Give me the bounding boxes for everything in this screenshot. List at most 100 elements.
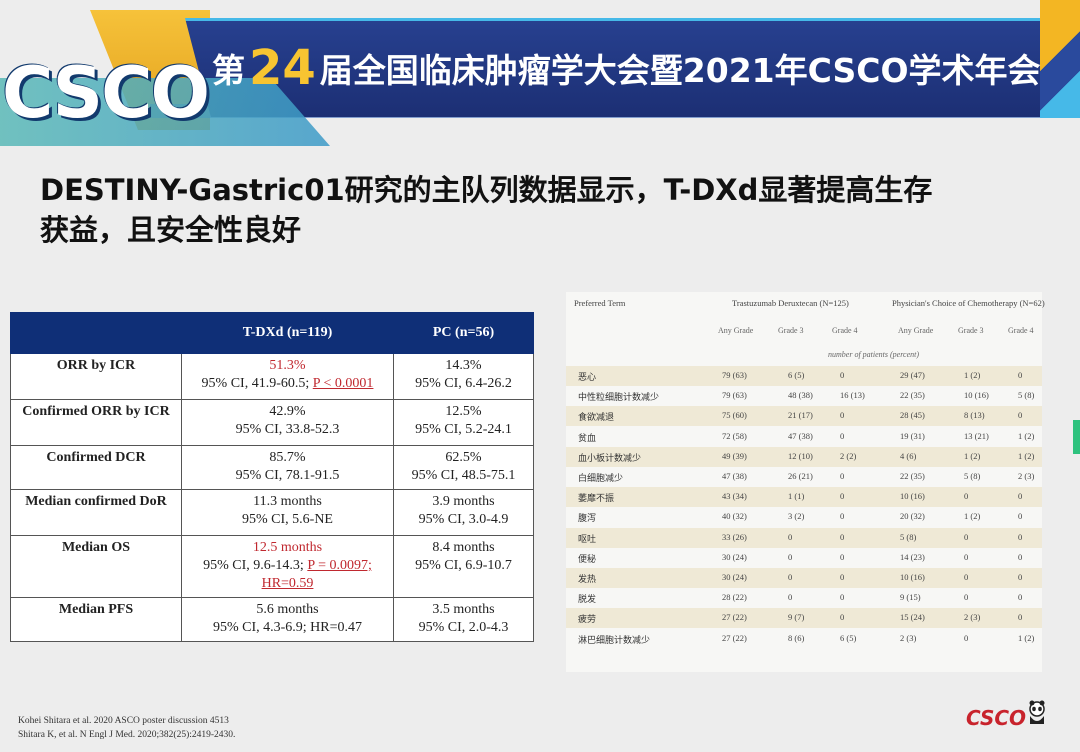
ae-unit-note: number of patients (percent) [828,350,920,359]
ae-subheader: Any Grade [718,326,754,335]
ae-value: 1 (2) [1018,632,1035,643]
ae-value: 26 (21) [788,471,813,481]
row-label: Confirmed ORR by ICR [10,399,182,446]
tdxd-value: 51.3% [269,358,306,373]
row-label: Median OS [10,535,182,598]
ae-value: 0 [840,531,845,542]
reference-2: Shitara K, et al. N Engl J Med. 2020;382… [18,730,236,740]
table-row: Confirmed DCR 85.7% 95% CI, 78.1-91.5 62… [10,445,534,490]
ae-value: 0 [964,531,969,542]
ae-term: 疲劳 [578,615,597,626]
ae-table-row: 脱发 28 (22) 0 0 9 (15) 0 0 [566,588,1042,608]
heading-line-1: DESTINY-Gastric01研究的主队列数据显示，T-DXd显著提高生存 [40,173,933,207]
ae-group1-header: Trastuzumab Deruxtecan (N=125) [732,298,849,308]
csco-logo-large: CSCO [2,52,210,134]
p-value: P = 0.0097; [307,558,372,573]
table-row: ORR by ICR 51.3% 95% CI, 41.9-60.5; P < … [10,353,534,400]
ae-value: 0 [840,410,845,421]
ae-value: 0 [964,491,969,502]
ae-subheader: Grade 3 [778,326,804,335]
ae-term: 便秘 [578,554,597,565]
ae-value: 10 (16) [900,572,925,582]
ae-value: 15 (24) [900,612,925,623]
tdxd-value: 12.5 months [252,540,323,555]
ae-value: 49 (39) [722,450,747,461]
pc-cell: 62.5% 95% CI, 48.5-75.1 [393,445,534,490]
tdxd-ci: 95% CI, 4.3-6.9; HR=0.47 [212,620,363,635]
ae-term: 食欲减退 [578,413,615,424]
ae-value: 3 (2) [788,511,805,522]
pc-value: 14.3% [445,358,482,373]
pc-cell: 14.3% 95% CI, 6.4-26.2 [393,353,534,400]
table-row: Median OS 12.5 months 95% CI, 9.6-14.3; … [10,535,534,598]
ae-value: 0 [840,471,845,481]
ae-preferred-term-header: Preferred Term [574,298,626,308]
csco-logo-small: CSCO [966,706,1027,730]
side-marker [1073,420,1080,454]
ae-value: 47 (38) [788,430,813,441]
pc-value: 3.9 months [432,494,495,509]
ae-value: 72 (58) [722,430,747,441]
ae-value: 0 [1018,410,1023,421]
banner-teal-shape [0,78,330,146]
table-row: Median PFS 5.6 months 95% CI, 4.3-6.9; H… [10,597,534,642]
ae-value: 0 [1018,370,1023,380]
pc-ci: 95% CI, 48.5-75.1 [411,468,516,483]
ae-value: 16 (13) [840,390,865,401]
ae-value: 48 (38) [788,390,813,401]
ae-table-row: 淋巴细胞计数减少 27 (22) 8 (6) 6 (5) 2 (3) 0 1 (2) [566,629,1042,649]
ae-term: 血小板计数减少 [578,453,642,464]
ae-value: 0 [964,632,969,643]
ae-value: 0 [788,572,793,582]
ae-table-row: 食欲减退 75 (60) 21 (17) 0 28 (45) 8 (13) 0 [566,406,1042,427]
adverse-events-table: Preferred Term Trastuzumab Deruxtecan (N… [566,292,1045,672]
ae-value: 2 (3) [1018,471,1035,481]
ae-value: 0 [1018,592,1023,603]
ae-value: 0 [1018,551,1023,562]
header-pc: PC (n=56) [393,312,534,354]
tdxd-cell: 11.3 months 95% CI, 5.6-NE [181,489,394,536]
ae-value: 20 (32) [900,511,925,522]
ae-value: 0 [964,551,969,562]
p-value: P < 0.0001 [312,376,374,391]
ae-value: 28 (45) [900,410,925,421]
ae-value: 30 (24) [722,551,747,562]
ae-value: 5 (8) [900,531,917,542]
ae-value: 14 (23) [900,551,925,562]
ae-value: 13 (21) [964,430,989,441]
ae-table-row: 便秘 30 (24) 0 0 14 (23) 0 0 [566,548,1042,568]
pc-ci: 95% CI, 3.0-4.9 [418,512,509,527]
ae-table-row: 腹泻 40 (32) 3 (2) 0 20 (32) 1 (2) 0 [566,507,1042,527]
tdxd-ci: 95% CI, 9.6-14.3; P = 0.0097; [203,558,372,573]
ae-subheader: Any Grade [898,326,934,335]
ae-value: 0 [840,511,845,522]
ae-value: 2 (3) [900,632,917,643]
header-tdxd: T-DXd (n=119) [181,312,394,354]
ae-value: 0 [1018,531,1023,542]
ae-value: 8 (6) [788,632,805,643]
ae-value: 29 (47) [900,370,925,380]
pc-ci: 95% CI, 6.4-26.2 [415,376,512,391]
ae-value: 79 (63) [722,390,747,401]
ae-value: 79 (63) [722,370,747,380]
ae-value: 9 (7) [788,612,805,623]
ae-value: 5 (8) [1018,390,1035,401]
ae-value: 1 (2) [964,450,981,461]
ae-value: 10 (16) [900,491,925,502]
ae-term: 萎靡不振 [578,494,615,505]
pc-ci: 95% CI, 2.0-4.3 [418,620,509,635]
ae-value: 40 (32) [722,511,747,522]
conference-title: 第 24 届全国临床肿瘤学大会暨2021年CSCO学术年会 [212,38,1041,98]
ae-value: 75 (60) [722,410,747,421]
ae-value: 8 (13) [964,410,985,421]
panda-mascot-icon [1029,700,1045,724]
ae-table-row: 疲劳 27 (22) 9 (7) 0 15 (24) 2 (3) 0 [566,608,1042,629]
ae-value: 43 (34) [722,491,747,502]
banner-bar [185,18,1045,117]
ae-value: 28 (22) [722,592,747,603]
ae-value: 0 [788,592,793,603]
tdxd-cell: 5.6 months 95% CI, 4.3-6.9; HR=0.47 [181,597,394,642]
ae-value: 1 (1) [788,491,805,502]
ae-value: 21 (17) [788,410,813,421]
tdxd-ci: 95% CI, 33.8-52.3 [235,422,340,437]
